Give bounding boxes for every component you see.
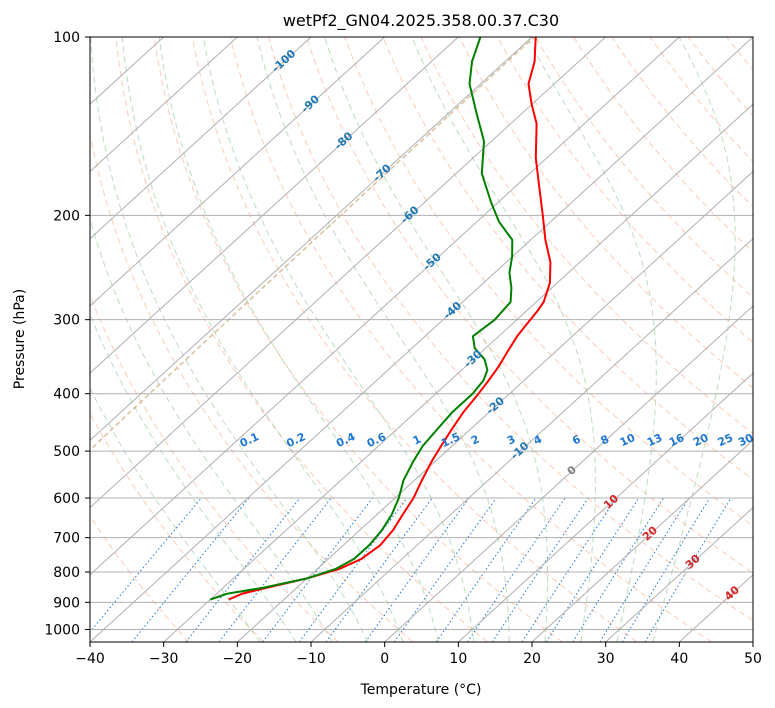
mixing-ratio-label: 30 xyxy=(736,431,756,449)
y-tick-label: 600 xyxy=(53,491,80,507)
moist-adiabat xyxy=(324,37,549,642)
mixing-ratio-line xyxy=(364,497,470,642)
isotherm-line xyxy=(90,37,312,240)
dry-adiabat xyxy=(496,37,753,344)
x-tick-label: 50 xyxy=(744,651,762,667)
x-tick-label: 0 xyxy=(380,651,389,667)
background-lines xyxy=(90,37,753,642)
isotherm-line xyxy=(605,506,753,642)
temperature-profile xyxy=(228,37,552,601)
moist-adiabat xyxy=(202,37,475,642)
chart-title: wetPf2_GN04.2025.358.00.37.C30 xyxy=(283,11,559,31)
moist-adiabat xyxy=(158,37,439,642)
isotherm-line xyxy=(236,170,753,642)
isotherm-line xyxy=(90,37,533,442)
mixing-ratio-line xyxy=(521,497,617,642)
isotherm-line xyxy=(90,37,459,374)
moist-adiabat xyxy=(652,37,736,642)
dry-adiabat xyxy=(458,37,753,389)
mixing-ratio-line xyxy=(572,497,665,642)
dry-adiabat xyxy=(306,37,753,574)
mixing-ratio-line xyxy=(218,497,332,642)
moist-adiabat xyxy=(121,37,404,642)
mixing-ratio-label: 13 xyxy=(645,431,664,449)
dry-adiabat xyxy=(90,412,264,642)
isotherm-line xyxy=(163,103,753,642)
y-tick-label: 700 xyxy=(53,531,80,547)
dry-adiabat xyxy=(573,37,753,253)
x-tick-label: 10 xyxy=(449,651,467,667)
moist-adiabat xyxy=(90,313,297,642)
y-axis-label: Pressure (hPa) xyxy=(12,289,28,389)
x-tick-label: −20 xyxy=(223,651,253,667)
dry-adiabat xyxy=(382,37,753,481)
isotherm-line xyxy=(384,305,753,642)
isotherm-line xyxy=(310,237,753,642)
y-tick-label: 400 xyxy=(53,387,80,403)
dry-adiabat xyxy=(115,37,488,642)
mixing-ratio-label: 16 xyxy=(667,431,687,449)
mixing-ratio-line xyxy=(621,497,711,642)
isotherm-line xyxy=(90,37,386,307)
x-tick-label: −30 xyxy=(149,651,179,667)
x-tick-label: −10 xyxy=(296,651,326,667)
mixing-ratio-line xyxy=(131,497,250,642)
x-tick-label: 30 xyxy=(597,651,615,667)
mixing-ratio-line xyxy=(435,497,537,642)
isotherm-line xyxy=(90,37,238,173)
y-tick-label: 300 xyxy=(53,313,80,329)
mixing-ratio-label: 25 xyxy=(716,431,735,449)
dry-adiabat xyxy=(649,37,753,163)
dry-adiabat xyxy=(229,37,712,642)
mixing-ratio-line xyxy=(467,497,566,642)
moist-adiabat xyxy=(411,37,596,642)
y-tick-label: 500 xyxy=(53,444,80,460)
moist-adiabat xyxy=(256,37,510,642)
mixing-ratio-line xyxy=(90,497,202,633)
y-tick-label: 800 xyxy=(53,565,80,581)
data-series xyxy=(209,37,552,601)
moist-adiabat xyxy=(90,37,369,642)
dry-adiabat xyxy=(153,37,563,642)
dry-adiabat xyxy=(268,37,753,622)
mixing-ratio-line xyxy=(491,497,589,642)
isotherm-line xyxy=(90,37,753,642)
isotherm-line xyxy=(90,37,680,576)
dry-adiabat xyxy=(420,37,753,435)
y-tick-label: 100 xyxy=(53,30,80,46)
dry-adiabat xyxy=(344,37,753,527)
isotherm-line xyxy=(457,372,753,642)
mixing-ratio-label: 10 xyxy=(618,431,638,449)
x-axis-label: Temperature (°C) xyxy=(360,682,482,698)
plot-frame xyxy=(89,36,754,643)
dewpoint-profile xyxy=(209,37,514,601)
x-tick-label: −40 xyxy=(75,651,105,667)
dry-adiabat xyxy=(90,293,339,642)
dry-adiabat xyxy=(191,37,638,642)
y-tick-label: 200 xyxy=(53,208,80,224)
y-tick-label: 1000 xyxy=(44,622,80,638)
dry-adiabat xyxy=(90,131,414,642)
isotherm-line xyxy=(90,37,607,509)
y-tick-label: 900 xyxy=(53,595,80,611)
mixing-ratio-line xyxy=(185,497,301,642)
mixing-ratio-line xyxy=(545,497,640,642)
moist-adiabat xyxy=(90,217,333,642)
isotherm-line xyxy=(531,439,753,642)
mixing-ratio-line xyxy=(599,497,690,642)
axes: −40 −30 −20 −10 0 10 20 30 40 50 100 200 300 400 500 60… xyxy=(44,30,762,667)
mixing-ratio-label: 20 xyxy=(691,431,711,449)
x-tick-label: 20 xyxy=(523,651,541,667)
mixing-ratio-line xyxy=(325,497,433,642)
x-tick-label: 40 xyxy=(670,651,688,667)
